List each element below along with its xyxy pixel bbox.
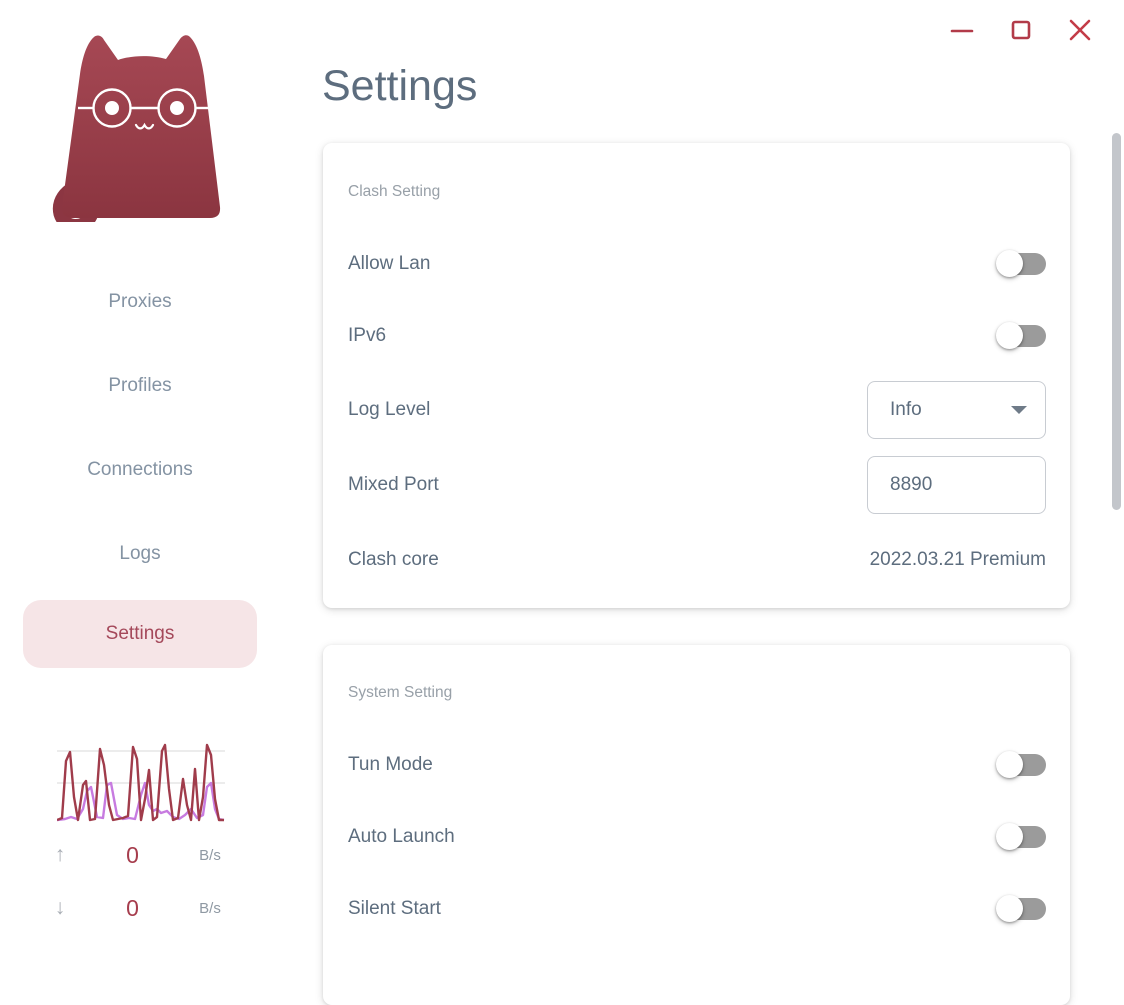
auto-launch-label: Auto Launch [348, 826, 455, 847]
cat-glasses [78, 88, 209, 128]
scrollbar-thumb[interactable] [1112, 133, 1121, 510]
upload-speed-value: 0 [126, 841, 139, 868]
setting-row-tun-mode: Tun Mode [348, 750, 1046, 780]
section-title-system: System Setting [348, 684, 453, 701]
traffic-graph [57, 743, 225, 822]
maximize-icon [1011, 20, 1031, 40]
log-level-select[interactable]: Info [867, 381, 1046, 439]
mixed-port-label: Mixed Port [348, 474, 439, 495]
minimize-button[interactable] [948, 16, 976, 44]
clash-core-version: 2022.03.21 Premium [869, 549, 1046, 570]
upload-speed-row: ↑ 0 B/s [40, 840, 235, 870]
sidebar-item-logs[interactable]: Logs [119, 543, 161, 564]
silent-start-toggle[interactable] [996, 895, 1046, 922]
sidebar-item-proxies[interactable]: Proxies [108, 291, 172, 312]
setting-row-silent-start: Silent Start [348, 894, 1046, 924]
log-level-label: Log Level [348, 399, 431, 420]
sidebar-item-connections[interactable]: Connections [87, 459, 193, 480]
toggle-knob [996, 895, 1023, 922]
sidebar-item-profiles[interactable]: Profiles [108, 375, 172, 396]
toggle-knob [996, 751, 1023, 778]
cat-mouth [134, 122, 155, 130]
sidebar-item-settings[interactable]: Settings [23, 600, 257, 668]
download-speed-unit: B/s [199, 899, 221, 917]
download-speed-value: 0 [126, 894, 139, 921]
auto-launch-toggle[interactable] [996, 823, 1046, 850]
setting-row-allow-lan: Allow Lan [348, 249, 1046, 279]
clash-core-label: Clash core [348, 549, 439, 570]
chevron-down-icon [1011, 406, 1027, 414]
tun-mode-label: Tun Mode [348, 754, 433, 775]
page-title: Settings [322, 62, 478, 110]
allow-lan-toggle[interactable] [996, 250, 1046, 277]
setting-row-log-level: Log Level Info [348, 381, 1046, 439]
download-arrow-icon: ↓ [54, 896, 66, 919]
cat-eye-right [170, 101, 184, 115]
toggle-knob [996, 250, 1023, 277]
ipv6-label: IPv6 [348, 325, 387, 346]
sidebar: Proxies Profiles Connections Logs Settin… [0, 0, 300, 937]
cat-body [61, 35, 221, 218]
cat-eye-left [105, 101, 119, 115]
tun-mode-toggle[interactable] [996, 751, 1046, 778]
mixed-port-input[interactable] [867, 456, 1046, 514]
ipv6-toggle[interactable] [996, 322, 1046, 349]
setting-row-auto-launch: Auto Launch [348, 822, 1046, 852]
section-title-clash: Clash Setting [348, 183, 441, 200]
setting-row-ipv6: IPv6 [348, 321, 1046, 351]
maximize-button[interactable] [1007, 16, 1035, 44]
log-level-value: Info [890, 399, 922, 420]
upload-arrow-icon: ↑ [54, 843, 66, 866]
close-icon [1069, 19, 1091, 41]
toggle-knob [996, 823, 1023, 850]
clash-cat-logo [52, 35, 221, 222]
download-speed-row: ↓ 0 B/s [40, 893, 235, 923]
allow-lan-label: Allow Lan [348, 253, 431, 274]
system-setting-card: System Setting Tun Mode Auto Launch Sile… [323, 645, 1070, 1005]
minimize-icon [950, 29, 974, 33]
setting-row-mixed-port: Mixed Port [348, 456, 1046, 514]
toggle-knob [996, 322, 1023, 349]
close-button[interactable] [1066, 16, 1094, 44]
silent-start-label: Silent Start [348, 898, 441, 919]
upload-speed-unit: B/s [199, 846, 221, 864]
setting-row-clash-core: Clash core 2022.03.21 Premium [348, 545, 1046, 575]
clash-setting-card: Clash Setting Allow Lan IPv6 Log Level I… [323, 143, 1070, 608]
